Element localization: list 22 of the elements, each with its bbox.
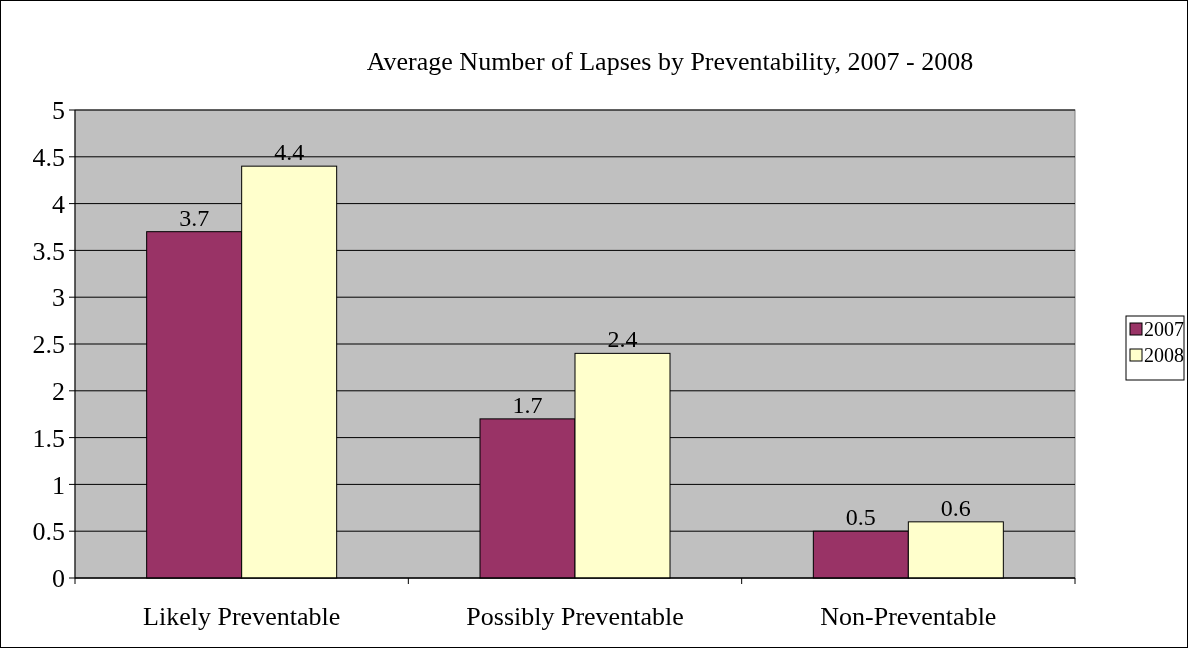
y-tick-label: 0 [52,564,65,594]
data-label: 1.7 [512,391,543,418]
data-label: 0.6 [940,494,971,521]
y-tick-label: 5 [52,96,65,126]
y-tick-label: 2 [52,376,65,406]
data-label: 3.7 [179,204,210,231]
legend-label: 2007 [1144,318,1184,340]
y-tick-label: 0.5 [32,517,65,547]
data-label: 0.5 [845,504,876,531]
y-tick-label: 1 [52,470,65,500]
chart-title: Average Number of Lapses by Preventability, 2007 - 2008 [366,47,974,76]
data-label: 2.4 [607,326,638,353]
legend-label: 2008 [1144,344,1184,366]
y-tick-label: 4 [52,189,65,219]
y-tick-label: 2.5 [32,330,65,360]
x-tick-label: Possibly Preventable [466,602,684,631]
y-tick-label: 3 [52,283,65,313]
y-tick-label: 3.5 [32,236,65,266]
y-tick-label: 4.5 [32,142,65,172]
x-tick-label: Non-Preventable [820,602,997,631]
x-tick-label: Likely Preventable [143,602,341,631]
y-tick-label: 1.5 [32,423,65,453]
